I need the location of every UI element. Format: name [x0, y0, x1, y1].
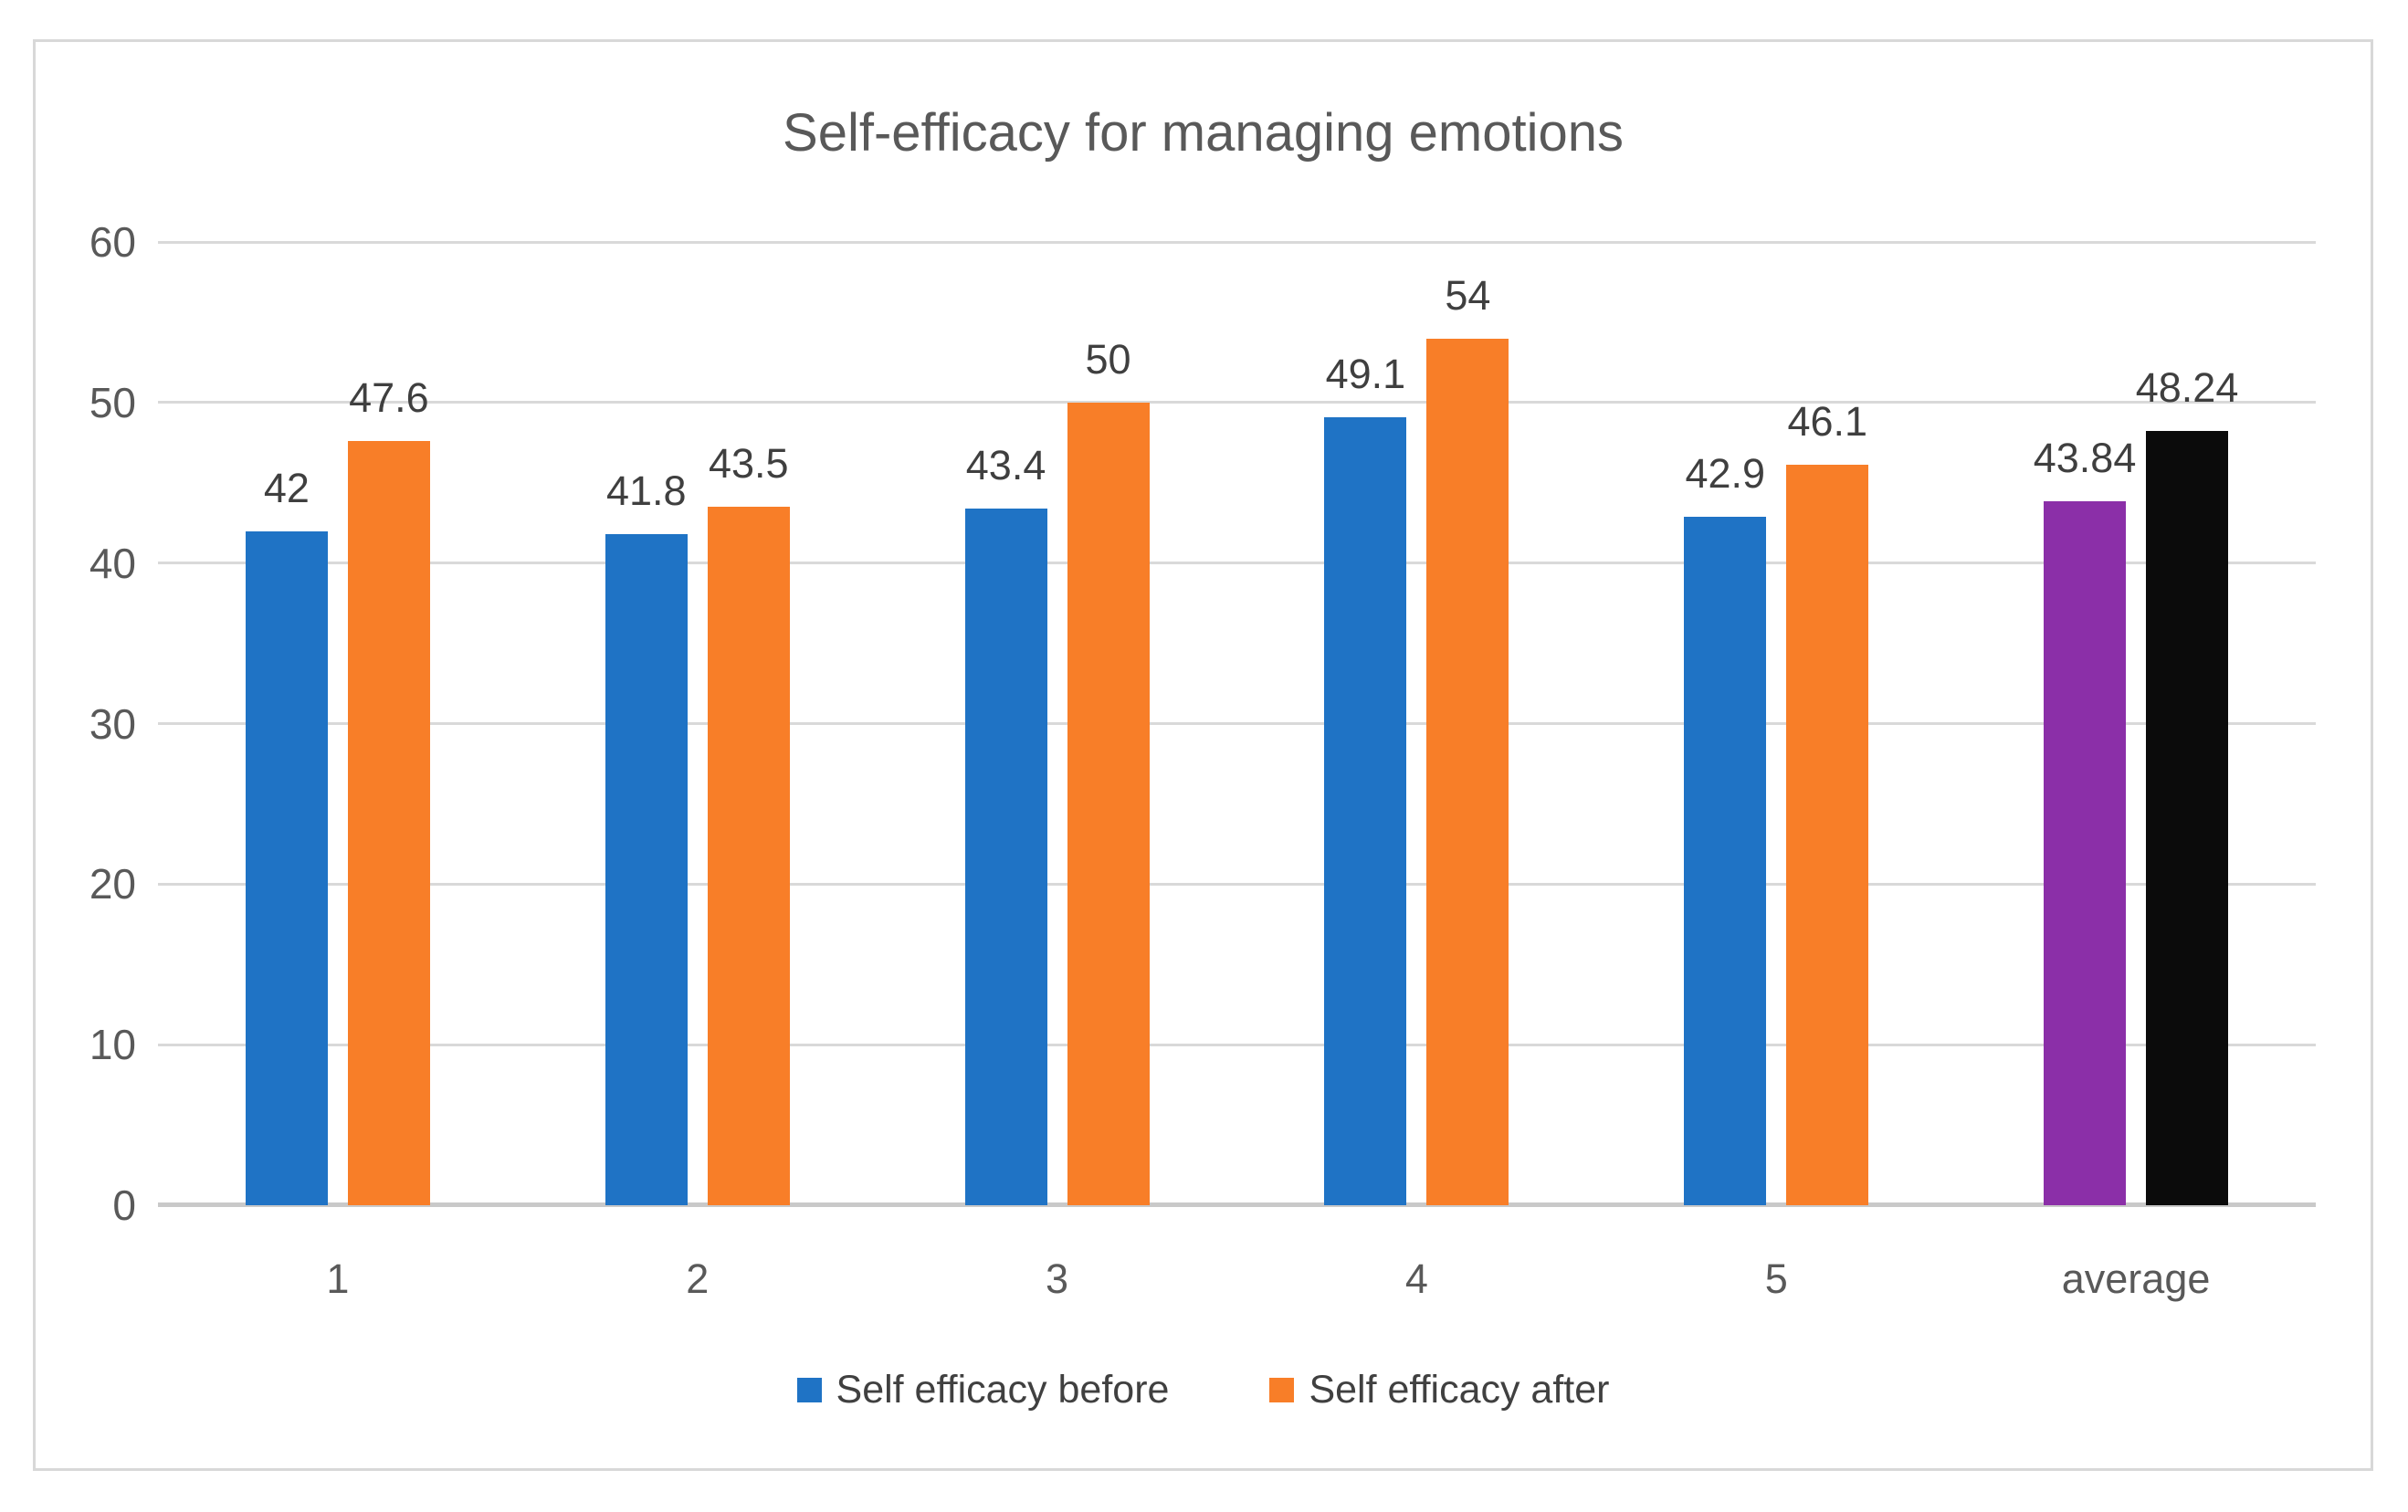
- legend-swatch-after-icon: [1269, 1378, 1295, 1402]
- x-axis-category-label: 5: [1764, 1255, 1788, 1302]
- gridline: [158, 722, 2316, 725]
- data-label-after-4: 54: [1445, 271, 1491, 319]
- y-axis-tick-label: 60: [89, 218, 136, 266]
- bar-group-1: 42 47.6 1: [158, 242, 518, 1302]
- data-label-after-average: 48.24: [2135, 363, 2239, 411]
- bar-group-3: 43.4 50 3: [878, 242, 1237, 1302]
- legend-item-before: Self efficacy before: [796, 1368, 1170, 1412]
- legend-label-after: Self efficacy after: [1309, 1368, 1610, 1412]
- legend-swatch-before-icon: [796, 1378, 822, 1402]
- gridline: [158, 1043, 2316, 1046]
- bar-before-4: [1324, 416, 1407, 1205]
- bar-before-5: [1684, 516, 1767, 1205]
- bar-before-1: [245, 530, 328, 1205]
- x-axis-category-label: 3: [1046, 1255, 1069, 1302]
- data-label-before-2: 41.8: [605, 467, 687, 515]
- bar-after-2: [707, 507, 790, 1205]
- x-axis-category-label: 2: [686, 1255, 710, 1302]
- data-label-after-5: 46.1: [1787, 398, 1868, 446]
- gridline: [158, 882, 2316, 886]
- bar-group-average: 43.84 48.24 average: [1956, 242, 2316, 1302]
- bar-after-average: [2146, 430, 2229, 1205]
- data-label-before-3: 43.4: [965, 441, 1046, 488]
- y-axis-tick-label: 20: [89, 860, 136, 908]
- y-axis-tick-label: 40: [89, 539, 136, 587]
- data-label-after-3: 50: [1085, 335, 1131, 383]
- bar-group-5: 42.9 46.1 5: [1596, 242, 1956, 1302]
- data-label-before-5: 42.9: [1685, 449, 1766, 497]
- gridline: [158, 401, 2316, 404]
- plot-area: 0 10 20 30 40 50 60 42 47.6 1 41.8 43.5 2 43.4 50 3 49.1…: [89, 221, 2316, 1302]
- bar-group-2: 41.8 43.5 2: [518, 242, 878, 1302]
- x-axis-category-label: 4: [1404, 1255, 1428, 1302]
- gridline: [158, 562, 2316, 565]
- y-axis-tick-label: 10: [89, 1021, 136, 1069]
- bar-before-3: [964, 508, 1047, 1205]
- data-label-after-1: 47.6: [349, 374, 429, 422]
- bar-after-1: [347, 441, 430, 1205]
- bar-after-4: [1426, 338, 1509, 1205]
- x-axis-category-label: 1: [326, 1255, 350, 1302]
- chart-title: Self-efficacy for managing emotions: [783, 103, 1624, 163]
- legend: Self efficacy before Self efficacy after: [36, 1368, 2371, 1412]
- data-label-before-1: 42: [263, 464, 310, 511]
- bar-before-2: [605, 534, 688, 1205]
- data-label-before-4: 49.1: [1325, 350, 1406, 397]
- bar-group-4: 49.1 54 4: [1237, 242, 1597, 1302]
- x-axis-category-label: average: [2061, 1255, 2211, 1302]
- y-axis-tick-label: 30: [89, 699, 136, 748]
- bar-before-average: [2044, 501, 2127, 1205]
- data-label-after-2: 43.5: [708, 440, 789, 488]
- y-axis-tick-label: 50: [89, 378, 136, 426]
- bar-after-5: [1786, 465, 1869, 1205]
- legend-item-after: Self efficacy after: [1269, 1368, 1609, 1412]
- bar-after-3: [1067, 402, 1150, 1205]
- x-axis-line: [158, 1202, 2316, 1207]
- legend-label-before: Self efficacy before: [836, 1368, 1170, 1412]
- chart-frame: Self-efficacy for managing emotions 0 10 2…: [33, 39, 2373, 1471]
- gridline: [158, 240, 2316, 244]
- data-label-before-average: 43.84: [2033, 435, 2137, 482]
- y-axis-tick-label: 0: [112, 1181, 136, 1229]
